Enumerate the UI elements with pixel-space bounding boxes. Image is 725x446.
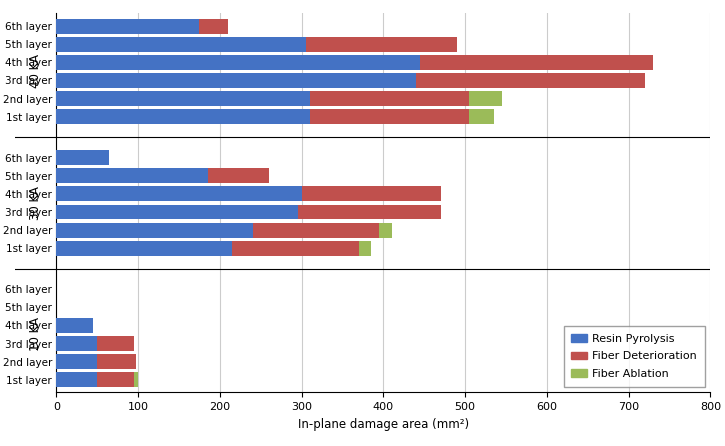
- Bar: [416, 73, 645, 88]
- Bar: [57, 241, 232, 256]
- Bar: [310, 91, 469, 106]
- Bar: [207, 168, 269, 183]
- X-axis label: In-plane damage area (mm²): In-plane damage area (mm²): [298, 418, 469, 431]
- Bar: [97, 354, 136, 369]
- Bar: [57, 372, 97, 387]
- Text: 30 KA: 30 KA: [29, 186, 42, 220]
- Bar: [232, 241, 359, 256]
- Bar: [134, 372, 138, 387]
- Bar: [57, 150, 109, 165]
- Bar: [57, 223, 252, 238]
- Text: 10 KA: 10 KA: [29, 318, 42, 351]
- Bar: [252, 223, 379, 238]
- Bar: [306, 37, 457, 52]
- Bar: [57, 168, 207, 183]
- Bar: [57, 73, 416, 88]
- Bar: [57, 37, 306, 52]
- Bar: [57, 318, 93, 333]
- Legend: Resin Pyrolysis, Fiber Deterioration, Fiber Ablation: Resin Pyrolysis, Fiber Deterioration, Fi…: [563, 326, 705, 387]
- Bar: [297, 205, 441, 219]
- Bar: [57, 336, 97, 351]
- Bar: [379, 223, 392, 238]
- Bar: [57, 186, 302, 201]
- Bar: [199, 19, 228, 33]
- Text: 40 KA: 40 KA: [29, 54, 42, 88]
- Bar: [57, 19, 199, 33]
- Bar: [97, 372, 134, 387]
- Bar: [57, 205, 297, 219]
- Bar: [57, 91, 310, 106]
- Bar: [420, 55, 653, 70]
- Bar: [57, 354, 97, 369]
- Bar: [469, 109, 494, 124]
- Bar: [302, 186, 441, 201]
- Bar: [469, 91, 502, 106]
- Bar: [57, 55, 420, 70]
- Bar: [97, 336, 134, 351]
- Bar: [310, 109, 469, 124]
- Bar: [57, 109, 310, 124]
- Bar: [359, 241, 371, 256]
